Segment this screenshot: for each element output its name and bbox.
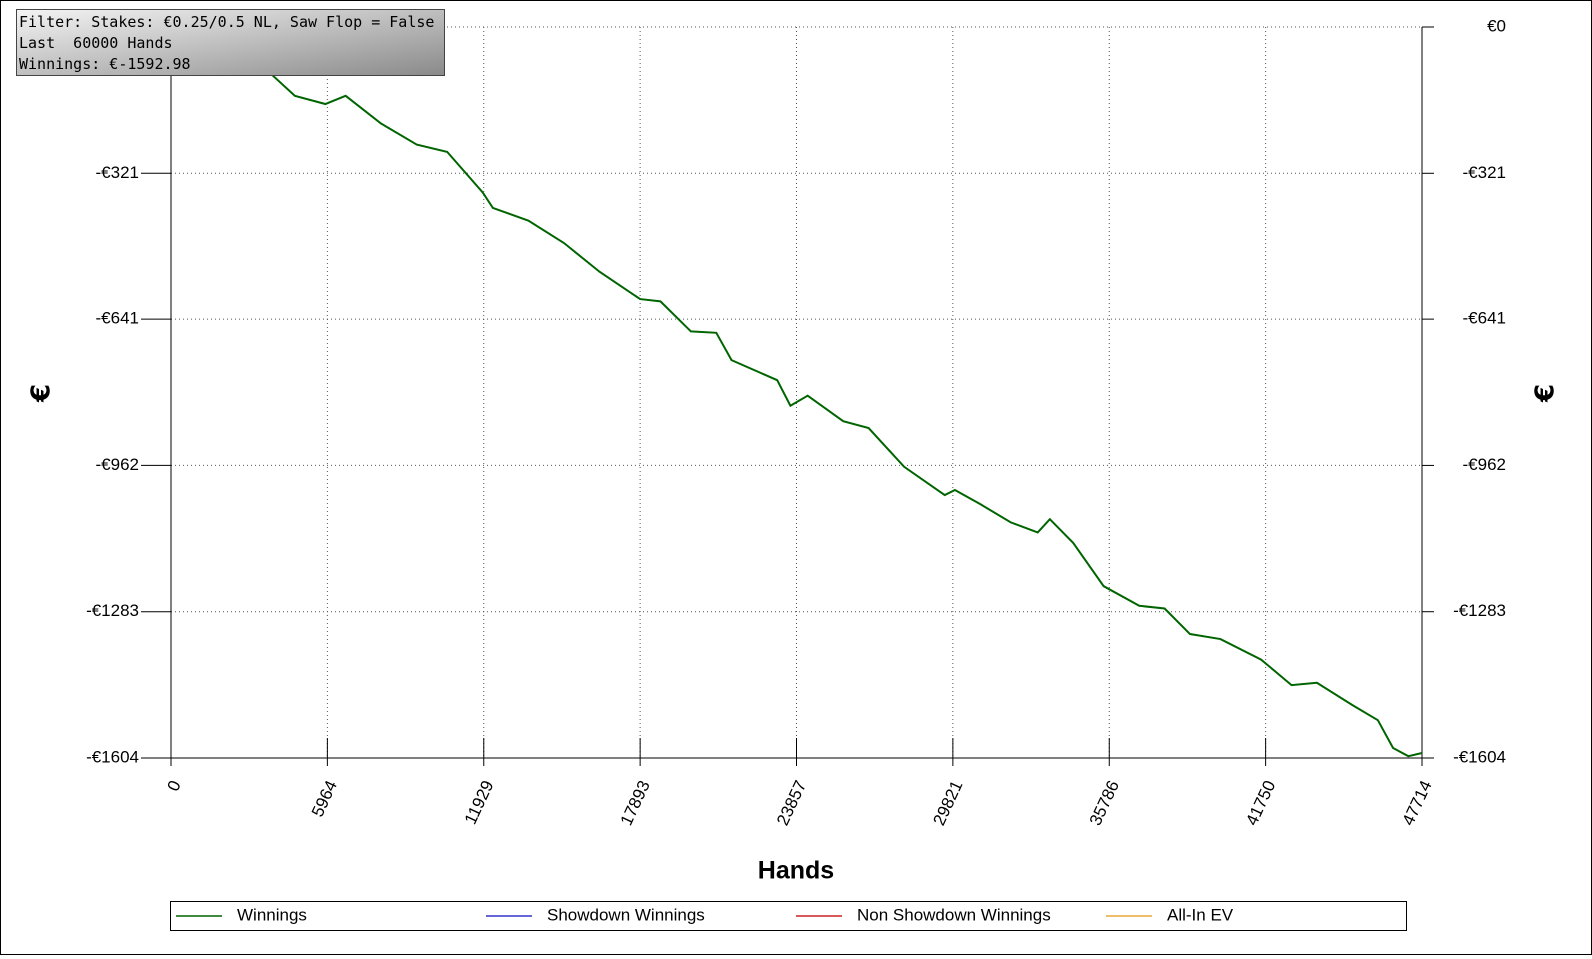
info-text: Last 60000 Hands: [19, 34, 173, 52]
y-tick-label-right: -€321: [1463, 163, 1506, 182]
y-tick-label: -€641: [96, 309, 139, 328]
y-tick-label-right: -€962: [1463, 455, 1506, 474]
info-text: Winnings: €-1592.98: [19, 55, 191, 73]
y-tick-label: -€1604: [86, 747, 139, 766]
line-series: [170, 26, 1423, 758]
plot-area: -€1604 -€1604 -€1283 -€1283 -€962 -€962 -€641 -…: [86, 16, 1506, 828]
y-axis-label: €: [27, 384, 57, 403]
legend: Winnings Showdown Winnings Non Showdown Wi…: [176, 905, 1234, 924]
legend-label: Non Showdown Winnings: [857, 905, 1051, 924]
x-axis-label: Hands: [758, 857, 834, 885]
legend-label: Winnings: [237, 905, 307, 924]
info-box: [16, 9, 445, 76]
y-tick-label-right: -€1604: [1453, 747, 1506, 766]
y-tick-label-right: -€1283: [1453, 601, 1506, 620]
legend-label: All-In EV: [1167, 905, 1234, 924]
y-tick-label-right: €0: [1487, 16, 1506, 35]
legend-box: [170, 901, 1407, 931]
legend-label: Showdown Winnings: [547, 905, 705, 924]
y-tick-label-right: -€641: [1463, 309, 1506, 328]
y-tick-label: -€321: [96, 163, 139, 182]
y-tick-label: -€962: [96, 455, 139, 474]
info-text: Filter: Stakes: €0.25/0.5 NL, Saw Flop =…: [19, 13, 434, 31]
y-tick-label: -€1283: [86, 601, 139, 620]
y-axis-label-right: €: [1531, 384, 1561, 403]
